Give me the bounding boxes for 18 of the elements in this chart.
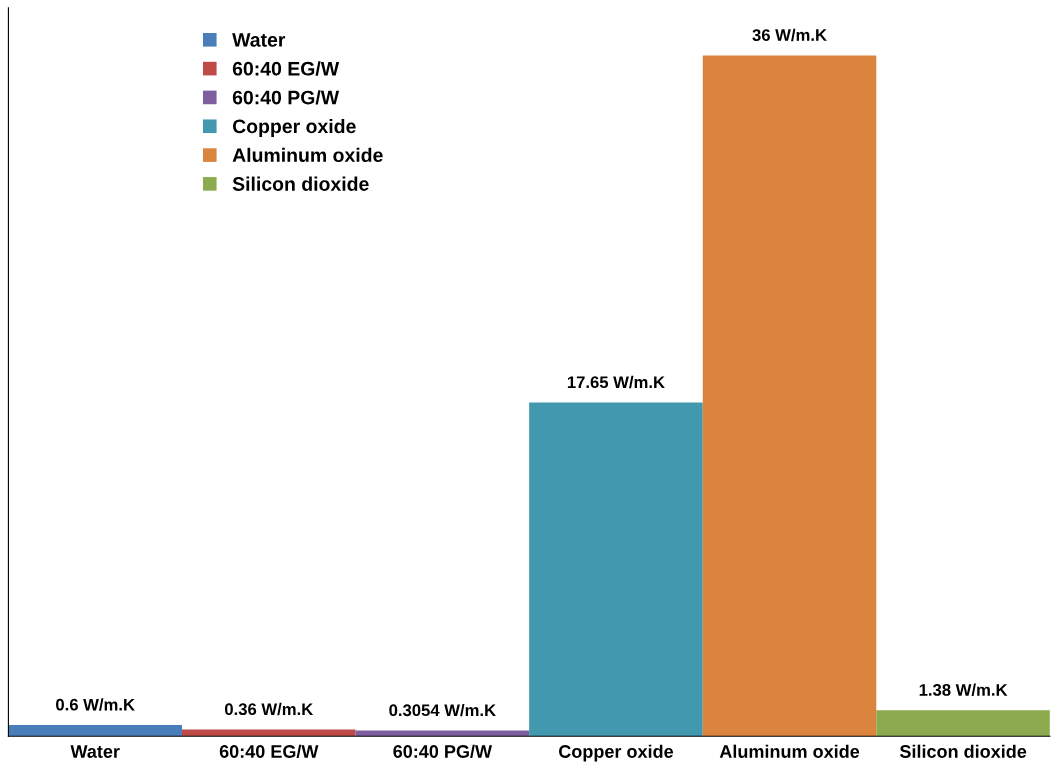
x-tick-label: 60:40 PG/W (393, 744, 493, 759)
data-label: 36 W/m.K (752, 28, 827, 42)
legend-label: 60:40 EG/W (232, 61, 340, 76)
legend-label: Water (232, 33, 286, 47)
data-label: 0.36 W/m.K (224, 702, 314, 716)
legend-label: Aluminum oxide (232, 147, 383, 163)
data-label: 0.3054 W/m.K (389, 703, 496, 717)
legend-label: Copper oxide (232, 118, 356, 138)
legend-label: 60:40 PG/W (232, 90, 340, 105)
x-tick-label: Aluminum oxide (719, 744, 860, 758)
data-label: 17.65 W/m.K (567, 375, 665, 389)
x-tick-label: Copper oxide (559, 744, 674, 762)
x-tick-label: 60:40 EG/W (219, 744, 319, 759)
x-tick-label: Silicon dioxide (899, 744, 1027, 758)
data-label: 0.6 W/m.K (56, 698, 135, 711)
legend-label: Silicon dioxide (232, 176, 369, 191)
x-tick-label: Water (70, 745, 120, 758)
data-label: 1.38 W/m.K (919, 683, 1008, 696)
